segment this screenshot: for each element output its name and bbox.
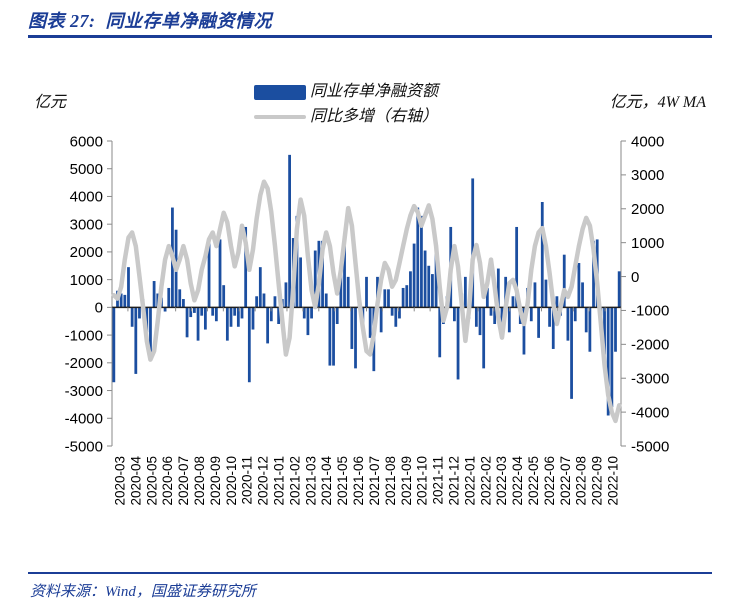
svg-text:2021-09: 2021-09 (399, 456, 414, 506)
svg-text:-1000: -1000 (65, 327, 103, 344)
svg-text:2020-10: 2020-10 (224, 456, 239, 506)
svg-text:2000: 2000 (631, 201, 664, 218)
chart-canvas: 6000 5000 4000 3000 2000 1000 0 -1000 -2000 -3000… (65, 133, 670, 506)
svg-text:2021-08: 2021-08 (383, 456, 398, 506)
svg-text:4000: 4000 (631, 133, 664, 150)
svg-text:2021-01: 2021-01 (272, 456, 287, 506)
svg-text:1000: 1000 (70, 272, 103, 289)
svg-text:2021-03: 2021-03 (303, 456, 318, 506)
svg-text:3000: 3000 (70, 216, 103, 233)
svg-text:2021-06: 2021-06 (351, 456, 366, 506)
svg-text:2022-09: 2022-09 (590, 456, 605, 506)
svg-text:2022-05: 2022-05 (526, 456, 541, 506)
svg-text:-2000: -2000 (631, 337, 669, 354)
svg-text:5000: 5000 (70, 161, 103, 178)
svg-text:2021-04: 2021-04 (319, 456, 334, 506)
svg-text:2022-06: 2022-06 (542, 456, 557, 506)
svg-text:2020-11: 2020-11 (240, 456, 255, 505)
svg-text:2022-03: 2022-03 (494, 456, 509, 506)
legend-item-bar: 同业存单净融资额 (254, 84, 438, 100)
source-note: 资料来源：Wind，国盛证券研究所 (30, 584, 256, 600)
svg-text:-5000: -5000 (631, 438, 669, 455)
svg-text:2022-01: 2022-01 (462, 456, 477, 506)
svg-text:-5000: -5000 (65, 438, 103, 455)
svg-text:3000: 3000 (631, 167, 664, 184)
footer-rule (28, 572, 712, 574)
title-rule (28, 35, 712, 38)
svg-text:2021-07: 2021-07 (367, 456, 382, 506)
bar-series-label: 同业存单净融资额 (310, 83, 439, 100)
svg-text:2020-04: 2020-04 (128, 456, 143, 506)
figure-title: 图表 27: 同业存单净融资情况 (28, 11, 272, 31)
svg-text:2020-06: 2020-06 (160, 456, 175, 506)
svg-text:1000: 1000 (631, 235, 664, 252)
svg-text:2021-11: 2021-11 (431, 456, 446, 505)
svg-text:-4000: -4000 (631, 404, 669, 421)
svg-text:2021-02: 2021-02 (287, 456, 302, 506)
svg-text:2022-02: 2022-02 (478, 456, 493, 506)
svg-text:0: 0 (631, 269, 639, 286)
bar-series-swatch (254, 84, 306, 100)
svg-text:2020-12: 2020-12 (256, 456, 271, 506)
svg-text:-4000: -4000 (65, 411, 103, 428)
chart-legend: 同业存单净融资额 同比多增（右轴） (254, 84, 438, 125)
line-series-label: 同比多增（右轴） (310, 108, 439, 125)
right-axis-title: 亿元，4W MA (609, 94, 706, 111)
svg-text:2022-04: 2022-04 (510, 456, 525, 506)
svg-text:2020-07: 2020-07 (176, 456, 191, 506)
line-series-swatch (254, 115, 306, 119)
svg-text:2000: 2000 (70, 244, 103, 261)
svg-text:4000: 4000 (70, 189, 103, 206)
svg-text:2020-08: 2020-08 (192, 456, 207, 506)
svg-text:-3000: -3000 (65, 383, 103, 400)
svg-text:2022-07: 2022-07 (558, 456, 573, 506)
svg-text:2020-03: 2020-03 (113, 456, 128, 506)
svg-text:-1000: -1000 (631, 303, 669, 320)
svg-text:2021-12: 2021-12 (447, 456, 462, 506)
svg-text:2021-05: 2021-05 (335, 456, 350, 506)
left-axis-title: 亿元 (34, 94, 67, 111)
svg-text:2021-10: 2021-10 (415, 456, 430, 506)
svg-text:2020-05: 2020-05 (144, 456, 159, 506)
svg-text:2020-09: 2020-09 (208, 456, 223, 506)
legend-item-line: 同比多增（右轴） (254, 109, 438, 125)
svg-text:-3000: -3000 (631, 370, 669, 387)
svg-text:6000: 6000 (70, 133, 103, 150)
svg-text:2022-08: 2022-08 (574, 456, 589, 506)
svg-text:2022-10: 2022-10 (606, 456, 621, 506)
svg-text:0: 0 (95, 300, 103, 317)
svg-text:-2000: -2000 (65, 355, 103, 372)
